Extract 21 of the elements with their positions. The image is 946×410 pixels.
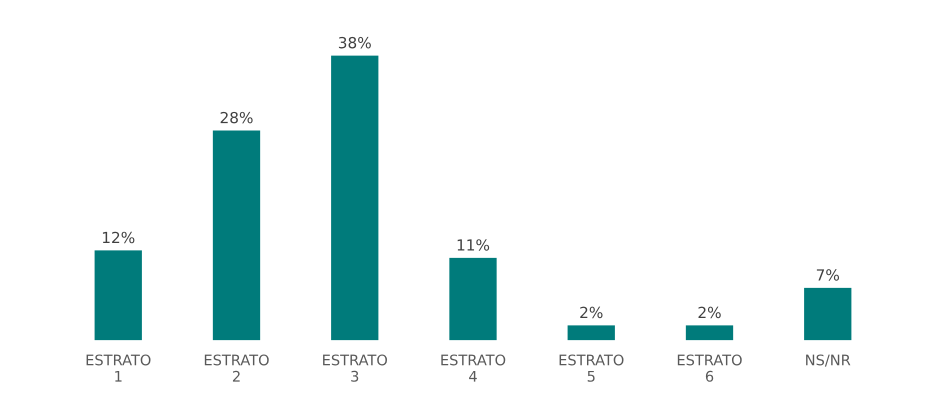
data-label: 2%	[698, 306, 721, 318]
data-label: 28%	[220, 112, 253, 124]
x-tick-label: NS/NR	[806, 354, 850, 367]
data-label: 12%	[102, 232, 134, 244]
data-label: 38%	[338, 36, 371, 48]
x-tick-label: ESTRATO 2	[204, 354, 269, 382]
x-tick-label: ESTRATO 5	[560, 354, 624, 382]
bar	[94, 250, 142, 340]
bar	[804, 288, 852, 340]
x-tick-label: ESTRATO 6	[678, 354, 742, 382]
x-tick-label: ESTRATO 3	[323, 354, 388, 382]
bar	[568, 325, 615, 340]
data-label: 2%	[580, 306, 603, 318]
bar	[331, 56, 378, 340]
x-tick-label: ESTRATO 1	[86, 354, 151, 382]
bar	[686, 325, 734, 340]
bar	[449, 258, 497, 340]
bar	[212, 130, 260, 340]
data-label: 7%	[816, 269, 840, 281]
data-label: 11%	[458, 239, 490, 251]
x-tick-label: ESTRATO 4	[441, 354, 506, 382]
